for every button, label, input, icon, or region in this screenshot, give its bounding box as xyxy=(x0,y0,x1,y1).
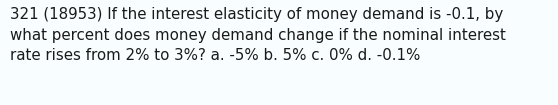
Text: 321 (18953) If the interest elasticity of money demand is -0.1, by
what percent : 321 (18953) If the interest elasticity o… xyxy=(10,7,506,63)
